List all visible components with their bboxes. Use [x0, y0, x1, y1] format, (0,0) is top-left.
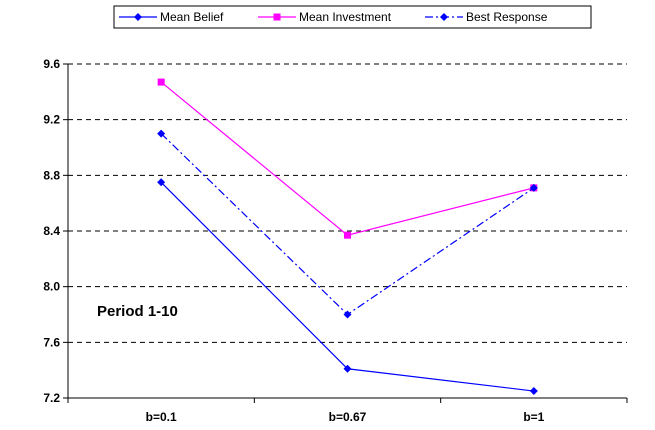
- x-tick-label: b=0.67: [329, 410, 367, 424]
- mean-belief-series: [157, 178, 538, 396]
- y-tick-label: 8.8: [43, 168, 60, 182]
- mean-belief-point: [343, 364, 352, 373]
- legend-box: [113, 5, 592, 29]
- x-tick-label: b=1: [523, 410, 544, 424]
- best-response-point: [529, 183, 538, 192]
- mean-investment-point: [157, 78, 165, 86]
- legend-swatch-marker: [273, 13, 281, 21]
- y-tick-label: 9.2: [43, 113, 60, 127]
- mean-investment-line: [160, 81, 534, 236]
- best-response-line: [160, 133, 535, 316]
- legend-item-mean-belief: Mean Belief: [119, 10, 224, 24]
- best-response-point: [157, 129, 166, 138]
- gridlines: [68, 63, 627, 343]
- period-annotation: Period 1-10: [97, 303, 178, 320]
- legend-swatch-marker: [134, 13, 142, 21]
- y-tick-label: 7.6: [43, 335, 60, 349]
- mean-investment-series: [157, 78, 538, 239]
- mean-belief-point: [157, 178, 166, 187]
- legend-item-mean-investment: Mean Investment: [258, 10, 392, 24]
- y-axis-ticks: 7.2 7.6 8.0 8.4 8.8 9.2 9.6: [43, 57, 60, 405]
- x-axis-ticks: b=0.1 b=0.67 b=1: [146, 410, 545, 424]
- mean-investment-point: [344, 231, 351, 239]
- y-tick-label: 8.4: [43, 224, 60, 238]
- legend-item-best-response: Best Response: [425, 10, 548, 24]
- y-tick-label: 7.2: [43, 391, 60, 405]
- legend-label: Mean Belief: [160, 10, 224, 24]
- legend-label: Best Response: [466, 10, 548, 24]
- mean-belief-point: [529, 387, 538, 396]
- axes: [63, 63, 628, 403]
- best-response-point: [343, 310, 352, 319]
- series-lines: [157, 78, 538, 396]
- legend: Mean Belief Mean Investment Best Response: [113, 5, 592, 29]
- legend-label: Mean Investment: [299, 10, 392, 24]
- y-tick-label: 9.6: [43, 57, 60, 71]
- best-response-series: [157, 129, 538, 319]
- y-tick-label: 8.0: [43, 280, 60, 294]
- x-tick-label: b=0.1: [146, 410, 177, 424]
- legend-swatch-marker: [440, 13, 448, 21]
